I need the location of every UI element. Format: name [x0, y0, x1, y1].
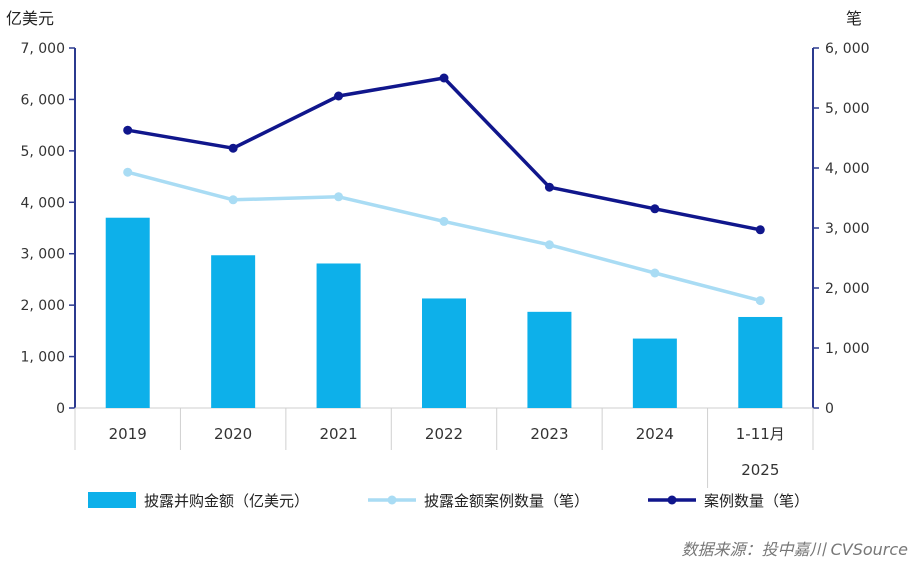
- right-axis-unit: 笔: [846, 9, 862, 28]
- category-label: 2019: [109, 425, 147, 443]
- category-label: 2022: [425, 425, 463, 443]
- left-tick-label: 3, 000: [20, 247, 65, 263]
- source-note: 数据来源：投中嘉川 CVSource: [681, 540, 908, 559]
- bar: [211, 255, 256, 408]
- data-point: [544, 182, 554, 192]
- right-tick-label: 3, 000: [825, 221, 870, 237]
- data-point: [755, 225, 765, 235]
- left-tick-label: 4, 000: [20, 195, 65, 211]
- category-label: 2021: [319, 425, 357, 443]
- right-tick-label: 2, 000: [825, 281, 870, 297]
- legend-swatch-bar: [88, 492, 136, 508]
- category-label: 2024: [636, 425, 674, 443]
- category-label: 2023: [530, 425, 568, 443]
- data-point: [228, 143, 238, 153]
- category-label: 2020: [214, 425, 252, 443]
- legend: 披露并购金额（亿美元） 披露金额案例数量（笔） 案例数量（笔）: [88, 492, 809, 510]
- right-tick-label: 1, 000: [825, 341, 870, 357]
- legend-label: 披露金额案例数量（笔）: [424, 492, 589, 510]
- bar: [527, 311, 572, 408]
- x-axis-labels: 2019 2020 2021 2022 2023 2024 1-11月 2025: [74, 408, 814, 488]
- left-tick-label: 6, 000: [20, 92, 65, 108]
- right-tick-label: 5, 000: [825, 101, 870, 117]
- left-tick-label: 5, 000: [20, 144, 65, 160]
- data-point: [439, 73, 449, 83]
- left-tick-label: 1, 000: [20, 350, 65, 366]
- bar-series: [105, 217, 783, 408]
- bar: [105, 217, 150, 408]
- right-tick-label: 0: [825, 401, 834, 417]
- line-series: [123, 73, 765, 306]
- data-point: [439, 216, 449, 226]
- right-tick-label: 6, 000: [825, 41, 870, 57]
- legend-swatch-marker: [667, 495, 677, 505]
- data-point: [123, 125, 133, 135]
- data-point: [755, 296, 765, 306]
- legend-label: 案例数量（笔）: [704, 492, 809, 510]
- left-tick-label: 7, 000: [20, 41, 65, 57]
- bar: [316, 263, 361, 408]
- data-point: [334, 91, 344, 101]
- bar: [422, 298, 466, 408]
- data-point: [123, 167, 133, 177]
- axes: 0 1, 000 2, 000 3, 000 4, 000 5, 000 6, 000 7, …: [6, 9, 870, 417]
- legend-swatch-marker: [387, 495, 397, 505]
- left-axis-unit: 亿美元: [6, 9, 54, 28]
- data-point: [228, 195, 238, 205]
- category-sublabel: 2025: [741, 461, 779, 479]
- right-tick-label: 4, 000: [825, 161, 870, 177]
- category-label: 1-11月: [736, 425, 785, 443]
- bar: [632, 338, 677, 408]
- legend-label: 披露并购金额（亿美元）: [144, 492, 309, 510]
- bar: [738, 316, 783, 408]
- data-point: [544, 240, 554, 250]
- data-point: [650, 204, 660, 214]
- left-tick-label: 2, 000: [20, 298, 65, 314]
- data-point: [650, 268, 660, 278]
- left-tick-label: 0: [56, 401, 65, 417]
- data-point: [334, 192, 344, 202]
- series-line: [127, 76, 761, 232]
